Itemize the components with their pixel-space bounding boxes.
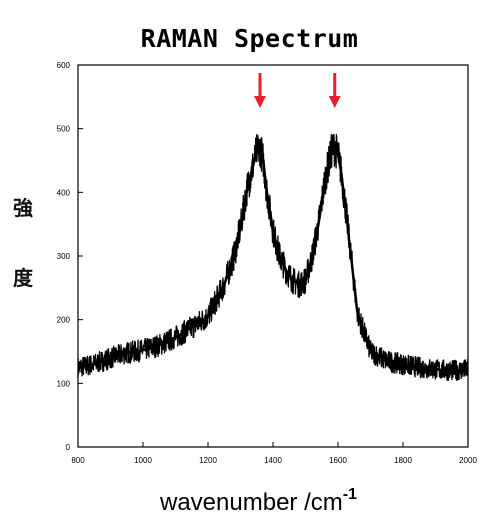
peak-arrow-head — [254, 96, 266, 108]
x-tick-label: 800 — [71, 456, 85, 465]
chart-title: RAMAN Spectrum — [140, 24, 359, 53]
x-axis-label-text: wavenumber /cm — [160, 489, 343, 516]
y-tick-label: 200 — [57, 316, 71, 325]
y-tick-label: 300 — [57, 252, 71, 261]
y-tick-label: 400 — [57, 188, 71, 197]
spectrum-line — [77, 146, 469, 372]
spectrum-noise-band — [77, 133, 469, 382]
plot-frame — [77, 64, 469, 448]
peak-arrow — [254, 73, 266, 108]
y-tick-label: 0 — [66, 443, 71, 452]
x-tick-label: 2000 — [459, 456, 477, 465]
x-tick-label: 1600 — [329, 456, 347, 465]
x-tick-label: 1000 — [134, 456, 152, 465]
y-tick-label: 600 — [57, 61, 71, 70]
y-axis-label-char-1: 強 — [13, 196, 33, 220]
y-axis-label-char-2: 度 — [13, 266, 33, 290]
x-axis-label: wavenumber /cm-1 — [160, 486, 357, 517]
x-tick-label: 1200 — [199, 456, 217, 465]
y-tick-label: 500 — [57, 125, 71, 134]
y-tick-label: 100 — [57, 379, 71, 388]
peak-arrow-head — [328, 96, 341, 108]
x-tick-label: 1400 — [264, 456, 282, 465]
x-tick-label: 1800 — [394, 456, 412, 465]
peak-arrow — [328, 73, 341, 108]
x-axis-label-superscript: -1 — [342, 486, 357, 503]
